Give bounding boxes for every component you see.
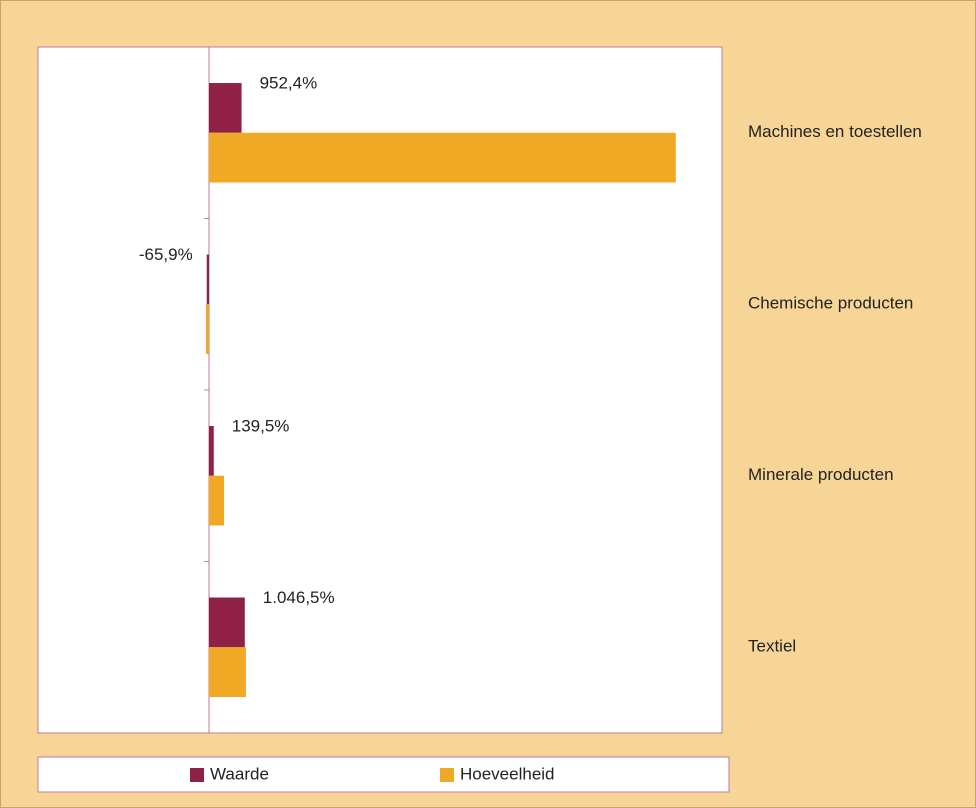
category-label: Machines en toestellen	[748, 122, 922, 141]
legend-label: Hoeveelheid	[460, 764, 555, 783]
bar	[209, 647, 246, 697]
legend-swatch	[440, 768, 454, 782]
category-label: Chemische producten	[748, 294, 913, 313]
data-label: 139,5%	[232, 416, 290, 435]
bar	[209, 597, 245, 648]
legend-swatch	[190, 768, 204, 782]
bar	[209, 475, 225, 526]
data-label: 952,4%	[260, 73, 318, 92]
data-label: 1.046,5%	[263, 588, 335, 607]
bar	[209, 426, 214, 476]
legend-box	[37, 756, 730, 793]
bar	[206, 254, 209, 305]
legend-label: Waarde	[210, 764, 269, 783]
bar	[209, 132, 676, 183]
category-label: Textiel	[748, 637, 796, 656]
bar	[205, 304, 209, 354]
category-label: Minerale producten	[748, 465, 894, 484]
data-label: -65,9%	[139, 245, 193, 264]
bar	[209, 83, 242, 133]
